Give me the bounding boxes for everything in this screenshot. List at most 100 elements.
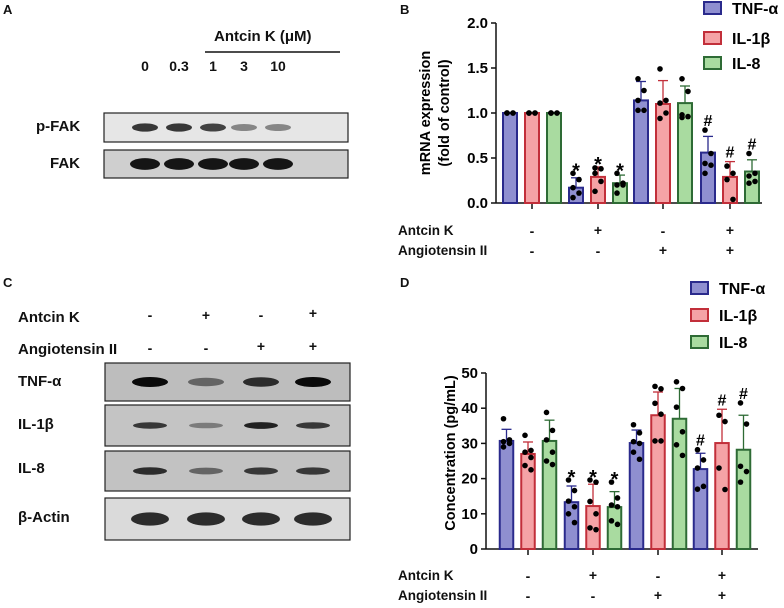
condition-sign: + — [653, 587, 663, 603]
blot-0-band — [188, 377, 224, 387]
data-point — [716, 412, 722, 419]
dose-label: 0 — [141, 58, 149, 74]
data-point — [663, 110, 669, 116]
condition-sign: + — [717, 587, 727, 603]
data-point — [635, 107, 641, 114]
data-point — [549, 449, 556, 456]
condition-sign: + — [725, 242, 735, 258]
data-point — [504, 110, 510, 116]
data-point — [500, 415, 507, 422]
data-point — [641, 107, 647, 114]
significance-mark: # — [704, 113, 713, 130]
condition-sign: - — [590, 588, 596, 604]
data-point — [571, 487, 578, 494]
data-point — [641, 87, 647, 94]
legend-label: IL-1β — [719, 308, 757, 325]
blot-label-p-fak: p-FAK — [36, 118, 81, 135]
y-axis-label: Concentration (pg/mL) — [443, 375, 459, 531]
data-point — [657, 66, 663, 72]
bar — [700, 151, 716, 205]
significance-mark: * — [594, 154, 602, 176]
bar — [677, 102, 693, 204]
data-point — [730, 196, 736, 203]
data-point — [570, 194, 576, 201]
legend-swatch — [703, 31, 722, 45]
data-point — [673, 379, 680, 385]
condition-sign: + — [658, 242, 668, 258]
data-point — [522, 432, 528, 439]
data-point — [716, 465, 722, 471]
data-point — [543, 409, 550, 416]
panel-label-c: C — [3, 275, 13, 290]
condition-sign: + — [725, 222, 735, 238]
data-point — [592, 170, 598, 177]
data-point — [673, 442, 680, 448]
legend-swatch — [690, 335, 709, 349]
data-point — [500, 444, 507, 450]
chart-b-row-antcin-k: Antcin K — [398, 223, 454, 238]
y-tick-label: 20 — [461, 471, 478, 488]
data-point — [685, 113, 691, 120]
data-point — [673, 404, 680, 410]
data-point — [746, 180, 752, 186]
data-point — [722, 418, 728, 425]
blot-label-tnf: TNF-α — [18, 373, 62, 390]
data-point — [608, 479, 615, 485]
y-tick-label: 40 — [461, 400, 478, 417]
data-point — [679, 452, 686, 459]
data-point — [722, 486, 728, 493]
blot-2-band — [296, 467, 330, 475]
data-point — [652, 438, 658, 444]
data-point — [543, 458, 550, 464]
data-point — [614, 190, 620, 196]
panel-label-d: D — [400, 275, 410, 290]
condition-sign: + — [256, 338, 266, 354]
blot-fak-band — [164, 158, 194, 170]
blot-label-beta-actin: β-Actin — [18, 509, 70, 526]
data-point — [702, 127, 708, 133]
y-axis-label: (fold of control) — [437, 59, 453, 166]
blot-3-band — [242, 512, 280, 526]
data-point — [528, 447, 534, 454]
blot-label-il1b: IL-1β — [18, 416, 54, 433]
y-axis-label: mRNA expression — [418, 51, 434, 175]
data-point — [570, 184, 576, 191]
data-point — [658, 386, 664, 392]
data-point — [528, 467, 534, 473]
blot-2-band — [189, 467, 223, 475]
bar — [722, 175, 738, 204]
data-point — [565, 498, 572, 504]
data-point — [752, 170, 758, 177]
bar — [606, 506, 623, 550]
data-point — [743, 468, 750, 475]
bar — [692, 468, 709, 551]
condition-sign: - — [655, 568, 661, 584]
blot-1-band — [296, 422, 330, 429]
blot-3-band — [294, 512, 332, 526]
blot-2-band — [133, 467, 167, 475]
data-point — [565, 511, 572, 517]
condition-sign: - — [258, 307, 264, 323]
data-point — [522, 449, 528, 456]
data-point — [663, 97, 669, 104]
data-point — [614, 521, 621, 528]
bar — [520, 452, 536, 550]
y-tick-label: 0.0 — [467, 195, 488, 212]
chart-b-row-angiotensin-ii: Angiotensin II — [398, 243, 488, 258]
antcin-dose-label: Antcin K (μM) — [214, 28, 312, 45]
dose-label: 10 — [270, 58, 286, 74]
legend-swatch — [690, 308, 709, 322]
data-point — [528, 454, 534, 461]
legend-swatch — [703, 1, 722, 15]
y-tick-label: 0.5 — [467, 150, 488, 167]
data-point — [630, 438, 637, 445]
chart-B: 0.0 0.5 1.0 1.5 2.0 mRNA expression (fold of c… — [418, 1, 778, 212]
bar — [612, 182, 628, 204]
condition-sign: - — [147, 307, 153, 323]
data-point — [614, 170, 620, 177]
data-point — [532, 110, 538, 116]
data-point — [543, 437, 550, 443]
data-point — [549, 461, 556, 468]
data-point — [614, 182, 620, 188]
